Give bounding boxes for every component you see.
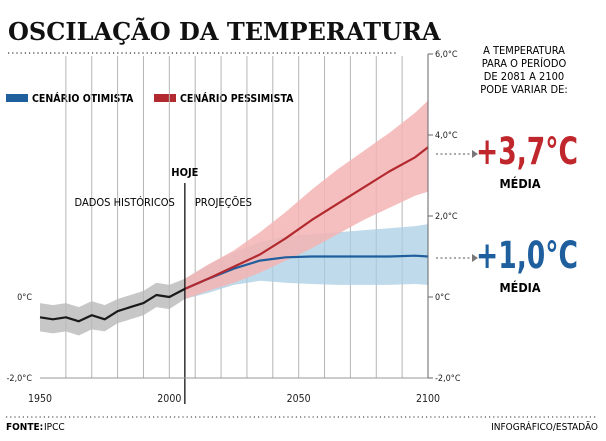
legend: CENÁRIO OTIMISTA CENÁRIO PESSIMISTA (6, 92, 294, 105)
y-tick-label-4: -2,0°C (435, 374, 461, 384)
y-tick-label-1: 4,0°C (435, 131, 458, 141)
band-dados-históricos (40, 278, 185, 336)
legend-swatch-pessimista (154, 94, 176, 102)
historic-data-label: DADOS HISTÓRICOS (75, 196, 175, 209)
x-tick-label-2000: 2000 (157, 393, 181, 405)
axes: 1950 2000 2050 2100 6,0°C 4,0°C 2,0°C 0°C -2,0°C… (7, 50, 461, 405)
optimistic-media-label: MÉDIA (499, 280, 540, 295)
side-panel: A TEMPERATURA PARA O PERÍODO DE 2081 A 2… (436, 44, 578, 295)
optimistic-arrow-icon (472, 254, 478, 262)
intro-line-2: PARA O PERÍODO (482, 57, 567, 70)
source-value: IPCC (44, 422, 65, 433)
grid-lines (65, 56, 403, 378)
chart-title: OSCILAÇÃO DA TEMPERATURA (8, 17, 441, 46)
intro-line-3: DE 2081 A 2100 (484, 70, 564, 83)
optimistic-value: +1,0°C (476, 234, 578, 277)
intro-line-1: A TEMPERATURA (483, 44, 565, 57)
line-dados-históricos (39, 287, 186, 323)
today-label: HOJE (171, 166, 198, 179)
line-cenário-otimista (184, 254, 429, 290)
source-label: FONTE: (6, 422, 43, 433)
left-axis-label-0: 0°C (17, 293, 32, 303)
legend-swatch-otimista (6, 94, 28, 102)
legend-label-otimista: CENÁRIO OTIMISTA (32, 92, 134, 105)
x-tick-label-2050: 2050 (287, 393, 311, 405)
pessimistic-value: +3,7°C (476, 130, 578, 173)
left-axis-label-1: -2,0°C (7, 374, 33, 384)
credit: INFOGRÁFICO/ESTADÃO (491, 420, 598, 433)
y-tick-label-2: 2,0°C (435, 212, 458, 222)
projections-label: PROJEÇÕES (195, 196, 252, 209)
band-cenário-otimista (184, 224, 428, 299)
legend-label-pessimista: CENÁRIO PESSIMISTA (180, 92, 294, 105)
y-tick-label-3: 0°C (435, 293, 450, 303)
series-lines (39, 146, 429, 323)
y-tick-label-0: 6,0°C (435, 50, 458, 60)
pessimistic-arrow-icon (472, 150, 478, 158)
band-cenário-pessimista (184, 100, 428, 299)
line-cenário-pessimista (184, 146, 429, 290)
intro-line-4: PODE VARIAR DE: (480, 83, 567, 96)
x-tick-label-1950: 1950 (28, 393, 52, 405)
x-tick-label-2100: 2100 (416, 393, 440, 405)
pessimistic-media-label: MÉDIA (499, 176, 540, 191)
uncertainty-bands (40, 100, 428, 336)
